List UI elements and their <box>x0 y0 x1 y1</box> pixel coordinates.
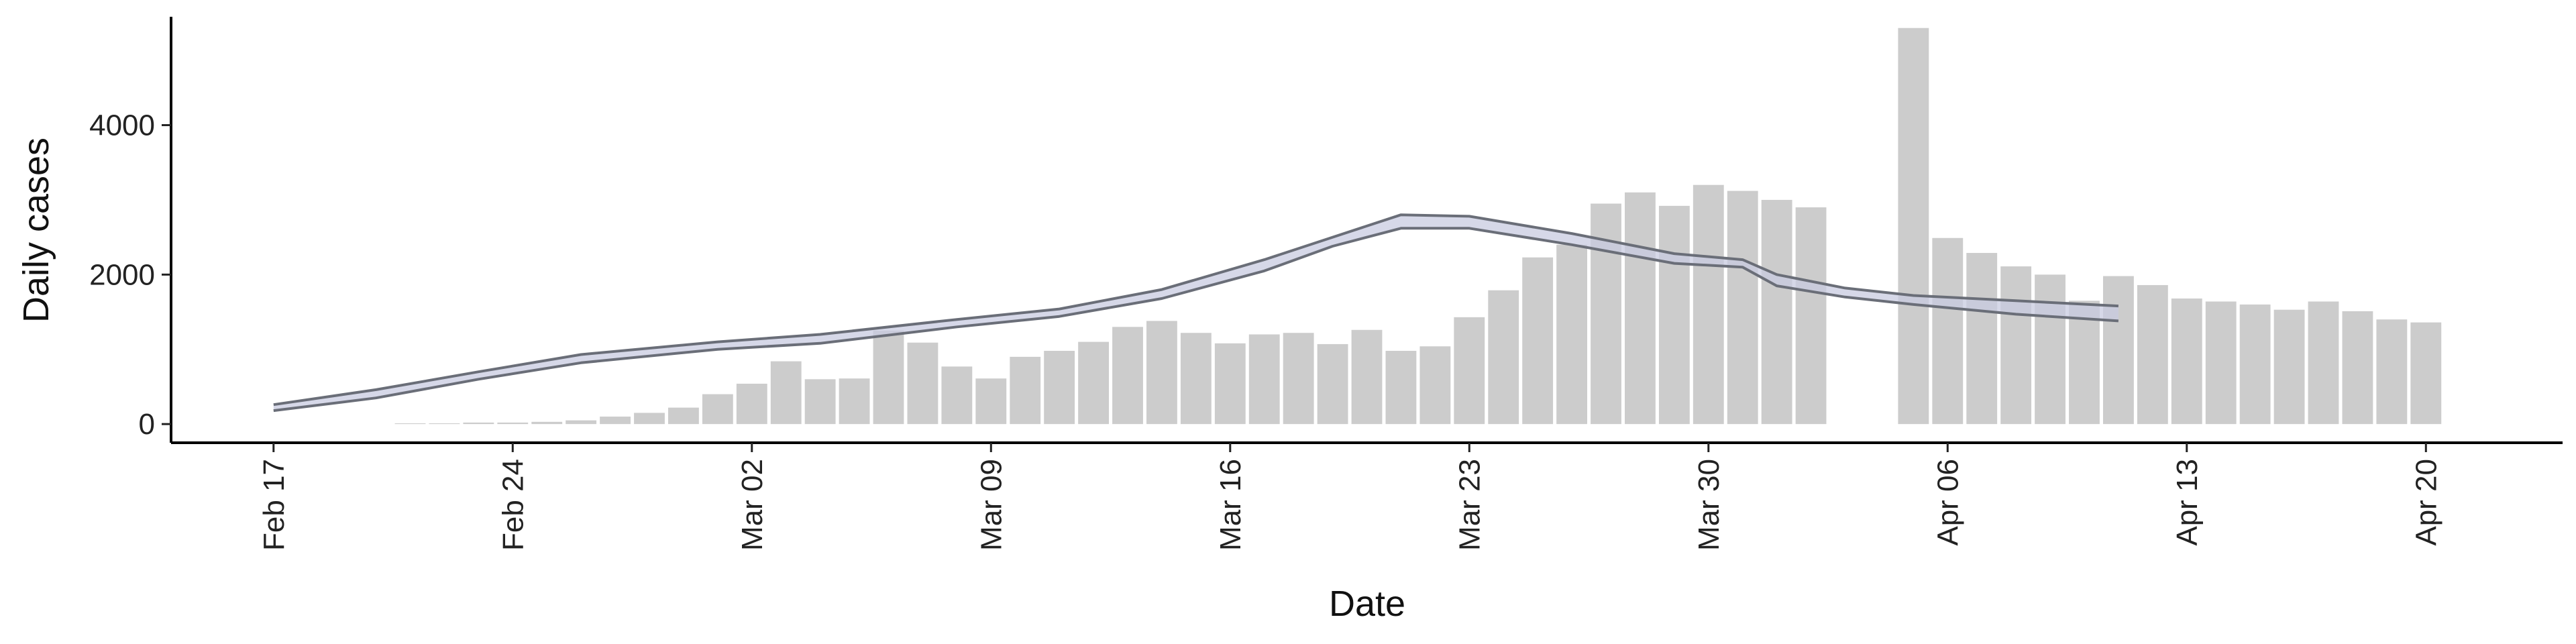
bars-layer <box>394 28 2442 425</box>
bar <box>1454 317 1485 425</box>
bar <box>736 383 767 425</box>
bar <box>634 413 665 425</box>
bar <box>1044 350 1075 425</box>
bar <box>1248 334 1280 425</box>
bar <box>429 423 460 425</box>
y-tick-label: 2000 <box>89 258 155 291</box>
bar <box>2137 284 2168 425</box>
bar <box>600 417 631 425</box>
bar <box>770 361 802 425</box>
bar <box>804 379 836 425</box>
bar <box>1795 207 1827 425</box>
bar <box>1556 244 1587 425</box>
bar <box>1658 205 1690 425</box>
bar <box>1932 237 1964 425</box>
bar <box>1591 203 1621 425</box>
bar <box>566 420 597 425</box>
x-tick-label: Mar 30 <box>1693 459 1725 551</box>
bar <box>1727 191 1758 425</box>
x-tick-label: Mar 02 <box>736 459 769 551</box>
bar <box>1351 329 1383 425</box>
bar <box>702 394 733 425</box>
bar <box>497 422 529 425</box>
bar <box>2103 276 2134 425</box>
bar <box>2308 301 2339 425</box>
bar <box>1146 321 1177 425</box>
bar <box>2035 274 2065 425</box>
x-tick-label: Apr 20 <box>2410 459 2443 546</box>
bar <box>1010 356 1041 425</box>
bar <box>1761 199 1792 425</box>
bar <box>1180 333 1212 425</box>
y-axis-title: Daily cases <box>16 138 56 323</box>
bar <box>1112 327 1143 425</box>
bar <box>394 423 426 425</box>
x-tick-label: Feb 24 <box>496 459 529 551</box>
bar <box>2376 319 2408 425</box>
y-tick-label: 0 <box>139 408 155 441</box>
bar <box>2000 266 2032 425</box>
axes-layer: 0 2000 4000 Feb 17 Feb 24 Mar 02 Mar 09 Mar 16 M… <box>89 17 2563 551</box>
bar <box>1317 343 1348 425</box>
bar <box>1966 253 1998 425</box>
x-tick-label: Feb 17 <box>258 459 290 551</box>
bar <box>907 342 938 425</box>
bar <box>941 366 973 425</box>
bar <box>1625 192 1656 425</box>
bar <box>975 378 1007 425</box>
bar <box>668 407 699 425</box>
bar <box>873 330 904 425</box>
bar <box>1214 343 1246 425</box>
y-tick-label: 4000 <box>89 109 155 142</box>
band-upper-line <box>273 213 2119 407</box>
bar <box>1693 184 1724 425</box>
bar <box>2205 301 2237 425</box>
bar <box>1488 290 1519 425</box>
x-tick-label: Mar 09 <box>975 459 1008 551</box>
bar <box>1078 341 1109 425</box>
x-tick-label: Apr 13 <box>2171 459 2204 546</box>
bar <box>2273 309 2305 425</box>
bar <box>531 421 563 425</box>
x-tick-label: Apr 06 <box>1931 459 1964 546</box>
bar <box>1898 28 1929 425</box>
smoothed-band-layer <box>273 213 2119 413</box>
bar <box>2069 301 2100 425</box>
x-axis-title: Date <box>1329 584 1405 624</box>
bar <box>463 422 494 425</box>
bar <box>2171 298 2202 425</box>
band-lower-line <box>273 227 2119 413</box>
bar <box>1283 333 1314 425</box>
bar <box>839 378 870 425</box>
bar <box>2239 304 2271 425</box>
bar <box>1522 257 1554 425</box>
bar <box>2410 322 2442 425</box>
bar <box>2342 311 2373 425</box>
x-tick-label: Mar 16 <box>1214 459 1247 551</box>
x-tick-label: Mar 23 <box>1453 459 1486 551</box>
bar <box>1385 350 1417 425</box>
bar <box>1419 346 1451 425</box>
